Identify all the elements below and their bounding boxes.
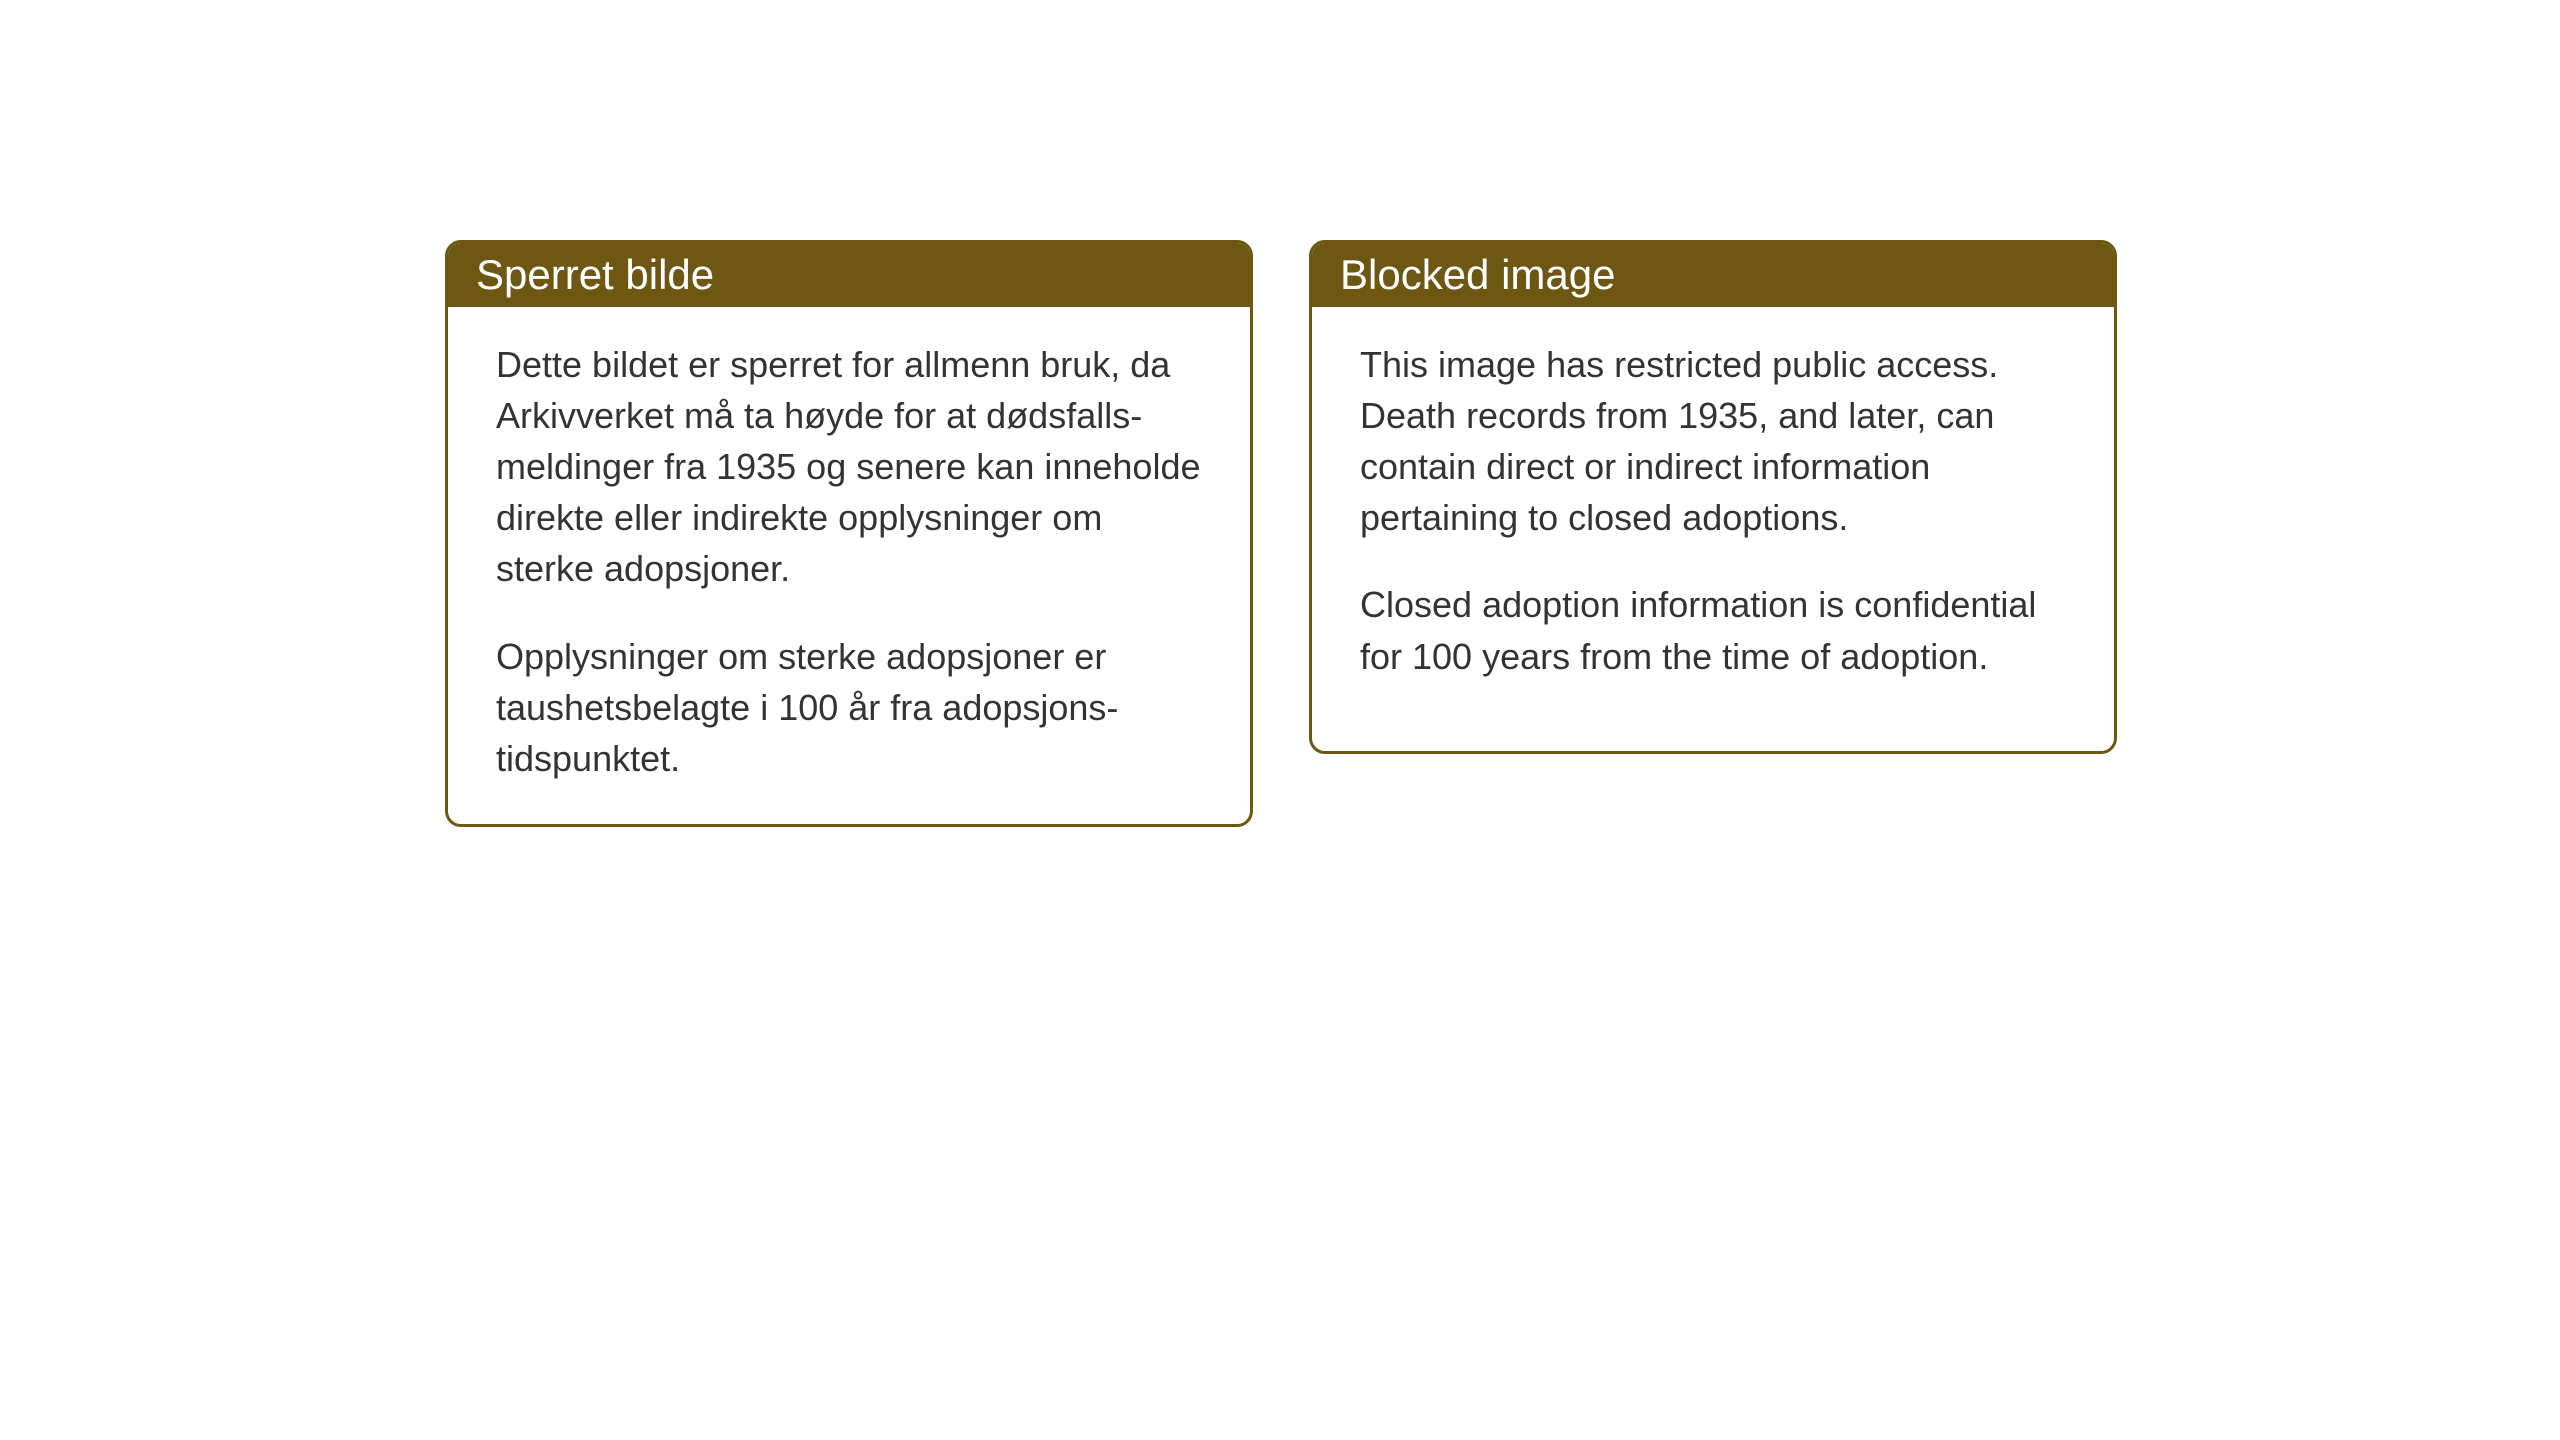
- norwegian-paragraph-2: Opplysninger om sterke adopsjoner er tau…: [496, 631, 1202, 784]
- english-card-body: This image has restricted public access.…: [1312, 307, 2114, 722]
- norwegian-card-title: Sperret bilde: [476, 251, 714, 298]
- english-card-title: Blocked image: [1340, 251, 1615, 298]
- english-paragraph-2: Closed adoption information is confident…: [1360, 579, 2066, 681]
- english-paragraph-1: This image has restricted public access.…: [1360, 339, 2066, 543]
- notice-cards-container: Sperret bilde Dette bildet er sperret fo…: [445, 240, 2117, 827]
- norwegian-notice-card: Sperret bilde Dette bildet er sperret fo…: [445, 240, 1253, 827]
- english-notice-card: Blocked image This image has restricted …: [1309, 240, 2117, 754]
- norwegian-card-header: Sperret bilde: [448, 243, 1250, 307]
- norwegian-paragraph-1: Dette bildet er sperret for allmenn bruk…: [496, 339, 1202, 595]
- english-card-header: Blocked image: [1312, 243, 2114, 307]
- norwegian-card-body: Dette bildet er sperret for allmenn bruk…: [448, 307, 1250, 824]
